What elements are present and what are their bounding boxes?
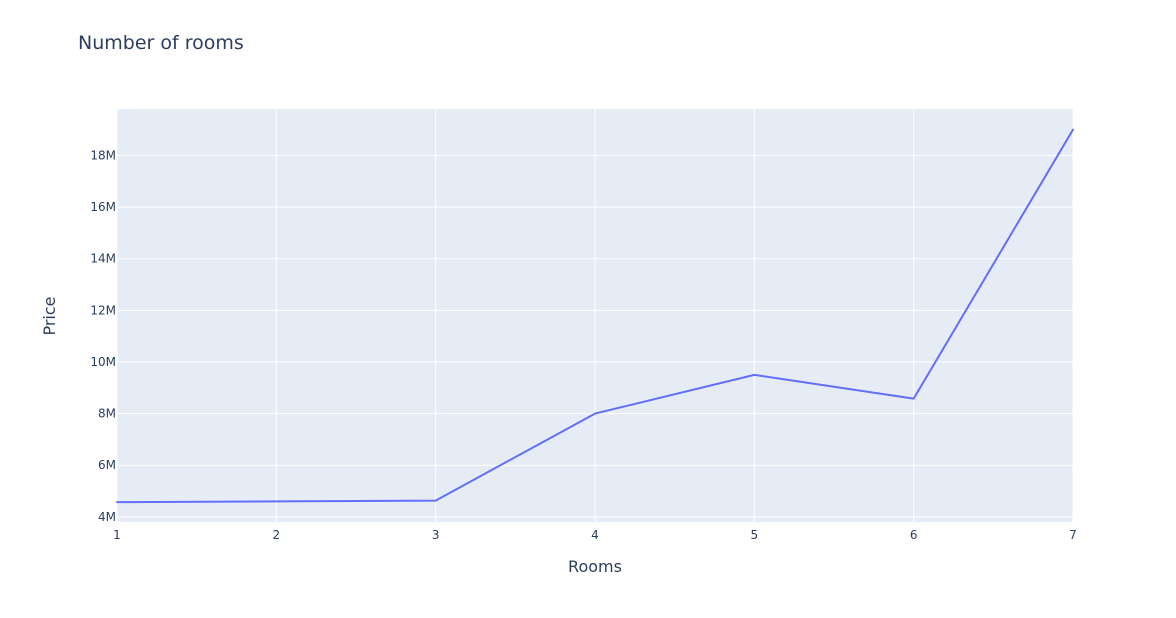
y-tick-label: 6M <box>98 458 116 472</box>
x-axis-title: Rooms <box>568 557 622 576</box>
y-tick-label: 12M <box>90 303 116 317</box>
x-tick-label: 4 <box>591 528 599 542</box>
series-layer <box>116 128 1074 504</box>
y-tick-label: 10M <box>90 355 116 369</box>
x-tick-label: 1 <box>113 528 121 542</box>
x-tick-label: 2 <box>273 528 281 542</box>
x-axis-ticks: 1 2 3 4 5 6 7 <box>113 528 1077 542</box>
y-tick-label: 8M <box>98 407 116 421</box>
y-axis-title: Price <box>40 296 59 335</box>
y-tick-label: 14M <box>90 252 116 266</box>
y-tick-label: 16M <box>90 200 116 214</box>
y-axis-ticks: 4M 6M 8M 10M 12M 14M 16M 18M <box>90 148 116 523</box>
x-tick-label: 3 <box>432 528 440 542</box>
x-tick-label: 5 <box>751 528 759 542</box>
y-tick-label: 4M <box>98 510 116 524</box>
x-tick-label: 7 <box>1069 528 1077 542</box>
series-line <box>116 128 1074 504</box>
y-tick-label: 18M <box>90 148 116 162</box>
chart-title: Number of rooms <box>78 32 244 54</box>
x-tick-label: 6 <box>910 528 918 542</box>
